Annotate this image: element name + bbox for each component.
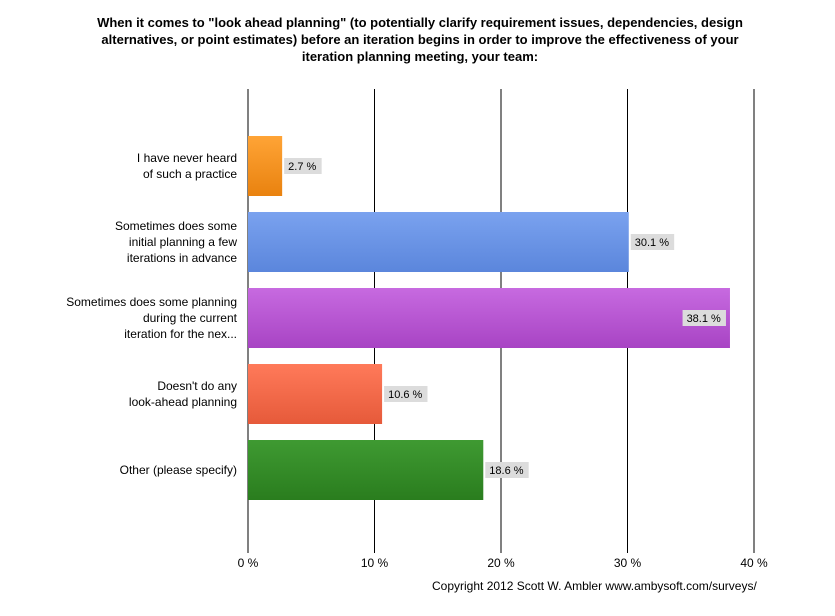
bar (248, 136, 283, 196)
data-label: 30.1 % (635, 237, 669, 249)
x-tick-label: 0 % (238, 556, 259, 570)
x-tick-label: 30 % (614, 556, 642, 570)
category-label: Sometimes does some initial planning a fe… (115, 219, 237, 265)
data-label: 18.6 % (489, 465, 523, 477)
data-label-background (630, 234, 675, 250)
category-label: Doesn't do any look-ahead planning (129, 379, 237, 409)
category-label: I have never heard of such a practice (137, 151, 237, 181)
chart-title-line-2: alternatives, or point estimates) before… (101, 32, 739, 47)
bar (248, 364, 383, 424)
category-label: Other (please specify) (120, 463, 237, 477)
bar (248, 212, 629, 272)
category-labels: I have never heard of such a practice Some… (66, 151, 237, 477)
data-label: 38.1 % (687, 313, 721, 325)
x-tick-label: 20 % (487, 556, 515, 570)
copyright-text: Copyright 2012 Scott W. Ambler www.ambys… (432, 579, 757, 593)
chart-title-line-1: When it comes to "look ahead planning" (… (97, 15, 743, 30)
bar (248, 440, 484, 500)
data-label: 10.6 % (388, 389, 422, 401)
data-label-background (485, 462, 529, 478)
x-axis-ticks: 0 % 10 % 20 % 30 % 40 % (238, 548, 768, 570)
bar (248, 288, 730, 348)
data-label-background (284, 158, 322, 174)
value-labels: 2.7 % 30.1 % 38.1 % 10.6 % 18.6 % (284, 158, 726, 478)
data-label-background (682, 310, 726, 326)
chart-title-line-3: iteration planning meeting, your team: (301, 49, 539, 64)
x-tick-label: 10 % (361, 556, 389, 570)
data-label-background (384, 386, 428, 402)
bars (248, 136, 730, 500)
x-tick-label: 40 % (740, 556, 768, 570)
chart-title: When it comes to "look ahead planning" (… (40, 14, 800, 65)
data-label: 2.7 % (288, 161, 316, 173)
category-label: Sometimes does some planning during the c… (66, 295, 237, 341)
